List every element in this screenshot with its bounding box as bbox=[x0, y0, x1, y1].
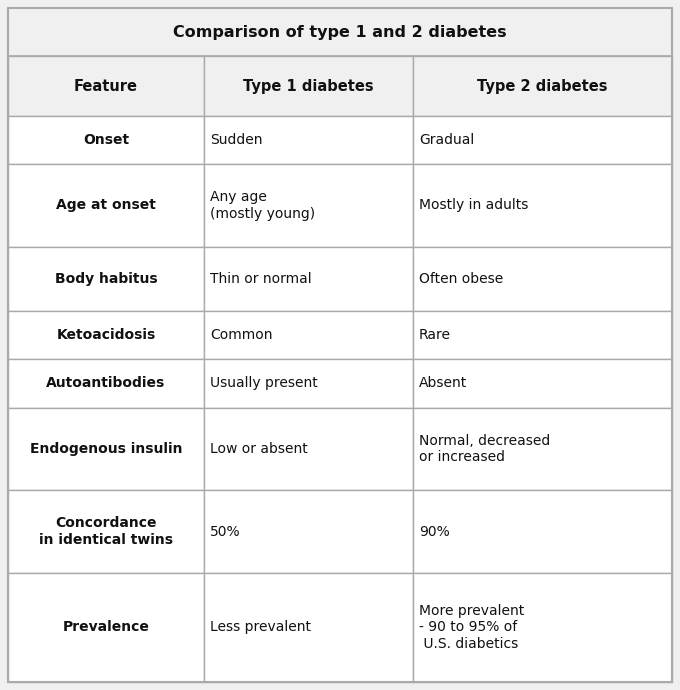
Text: Often obese: Often obese bbox=[419, 272, 503, 286]
Bar bbox=[413, 408, 672, 491]
Text: Type 2 diabetes: Type 2 diabetes bbox=[477, 79, 608, 94]
Text: Gradual: Gradual bbox=[419, 133, 474, 147]
Bar bbox=[8, 573, 204, 682]
Bar bbox=[204, 56, 413, 116]
Bar bbox=[204, 408, 413, 491]
Text: Usually present: Usually present bbox=[210, 377, 318, 391]
Bar bbox=[8, 491, 204, 573]
Bar bbox=[413, 56, 672, 116]
Bar bbox=[413, 247, 672, 311]
Text: Low or absent: Low or absent bbox=[210, 442, 307, 456]
Text: Comparison of type 1 and 2 diabetes: Comparison of type 1 and 2 diabetes bbox=[173, 25, 507, 39]
Bar bbox=[413, 359, 672, 408]
Text: Endogenous insulin: Endogenous insulin bbox=[30, 442, 182, 456]
Text: Age at onset: Age at onset bbox=[56, 199, 156, 213]
Text: Less prevalent: Less prevalent bbox=[210, 620, 311, 635]
Bar bbox=[204, 359, 413, 408]
Bar bbox=[8, 311, 204, 359]
Text: Any age
(mostly young): Any age (mostly young) bbox=[210, 190, 315, 221]
Bar bbox=[8, 116, 204, 164]
Text: 90%: 90% bbox=[419, 524, 449, 539]
Bar bbox=[413, 164, 672, 247]
Text: Rare: Rare bbox=[419, 328, 451, 342]
Bar bbox=[8, 56, 204, 116]
Text: Feature: Feature bbox=[74, 79, 138, 94]
Bar bbox=[204, 311, 413, 359]
Bar bbox=[8, 247, 204, 311]
Text: Mostly in adults: Mostly in adults bbox=[419, 199, 528, 213]
Text: Concordance
in identical twins: Concordance in identical twins bbox=[39, 517, 173, 546]
Bar bbox=[413, 573, 672, 682]
Bar bbox=[204, 573, 413, 682]
Bar bbox=[8, 359, 204, 408]
Text: Autoantibodies: Autoantibodies bbox=[46, 377, 165, 391]
Text: Sudden: Sudden bbox=[210, 133, 262, 147]
Bar bbox=[204, 247, 413, 311]
Text: Body habitus: Body habitus bbox=[54, 272, 157, 286]
Text: Ketoacidosis: Ketoacidosis bbox=[56, 328, 156, 342]
Text: Prevalence: Prevalence bbox=[63, 620, 150, 635]
Text: Common: Common bbox=[210, 328, 273, 342]
Bar bbox=[413, 311, 672, 359]
Text: 50%: 50% bbox=[210, 524, 241, 539]
Bar bbox=[8, 8, 672, 56]
Bar bbox=[204, 116, 413, 164]
Bar bbox=[413, 491, 672, 573]
Bar bbox=[204, 164, 413, 247]
Text: Thin or normal: Thin or normal bbox=[210, 272, 311, 286]
Bar bbox=[413, 116, 672, 164]
Bar bbox=[8, 408, 204, 491]
Bar bbox=[204, 491, 413, 573]
Text: Normal, decreased
or increased: Normal, decreased or increased bbox=[419, 434, 550, 464]
Text: Type 1 diabetes: Type 1 diabetes bbox=[243, 79, 374, 94]
Bar bbox=[8, 164, 204, 247]
Text: Onset: Onset bbox=[83, 133, 129, 147]
Text: More prevalent
- 90 to 95% of
 U.S. diabetics: More prevalent - 90 to 95% of U.S. diabe… bbox=[419, 604, 524, 651]
Text: Absent: Absent bbox=[419, 377, 467, 391]
